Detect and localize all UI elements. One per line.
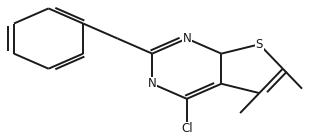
Text: S: S xyxy=(256,38,263,51)
Text: N: N xyxy=(148,77,157,90)
Text: N: N xyxy=(182,32,191,45)
Text: Cl: Cl xyxy=(181,122,193,135)
